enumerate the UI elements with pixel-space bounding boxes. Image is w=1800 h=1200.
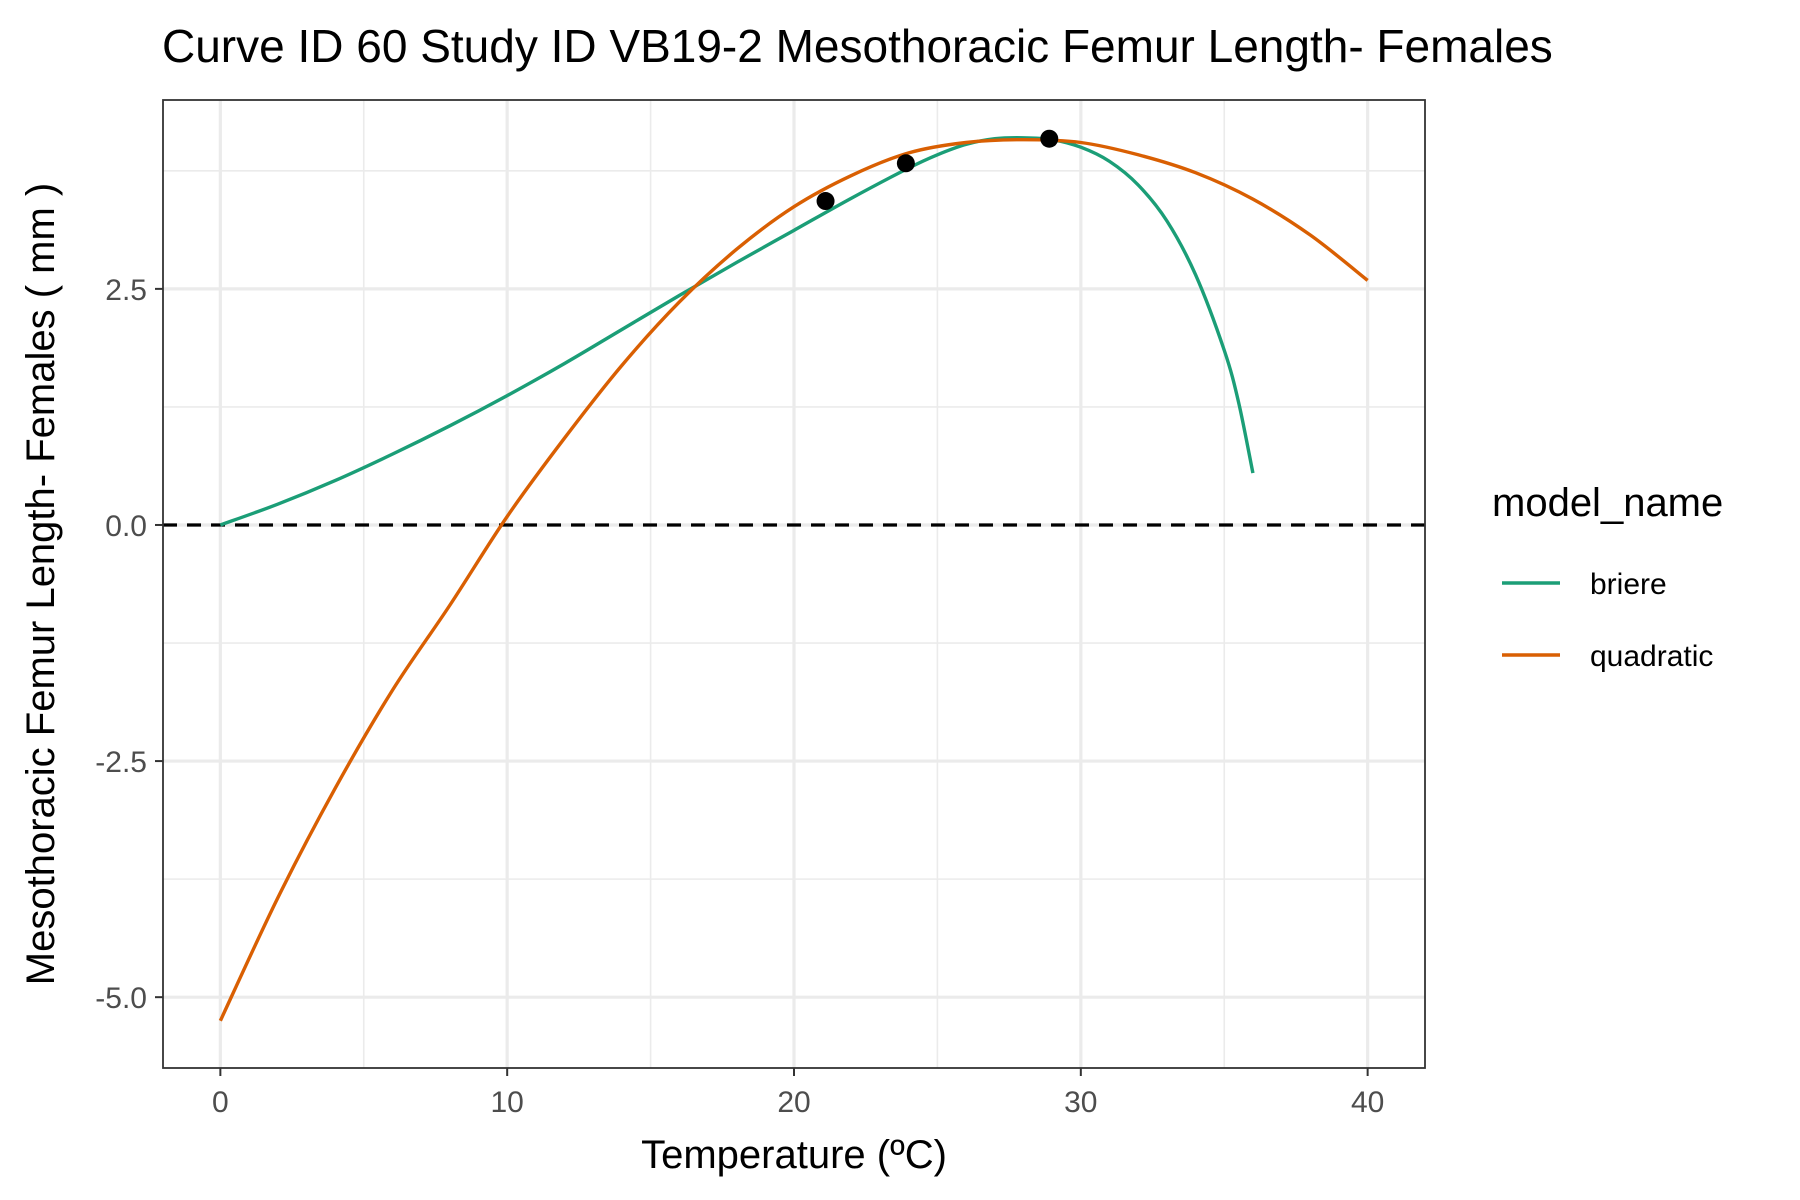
major-gridlines — [163, 100, 1425, 1068]
x-tick-label: 0 — [212, 1086, 229, 1119]
legend-label-briere: briere — [1590, 568, 1667, 601]
data-points — [816, 129, 1059, 211]
data-point — [816, 192, 835, 211]
y-tick-label: 0.0 — [105, 510, 147, 543]
y-tick-label: -2.5 — [95, 746, 147, 779]
y-axis-title: Mesothoracic Femur Length- Females ( mm … — [19, 183, 63, 985]
y-tick-label: -5.0 — [95, 982, 147, 1015]
x-tick-label: 30 — [1064, 1086, 1097, 1119]
x-tick-label: 40 — [1351, 1086, 1384, 1119]
series-line-quadratic — [218, 137, 1369, 1022]
legend-label-quadratic: quadratic — [1590, 640, 1713, 673]
x-axis-ticks: 0 10 20 30 40 — [212, 1068, 1384, 1119]
legend-title: model_name — [1492, 481, 1723, 525]
y-axis-ticks: -5.0 -2.5 0.0 2.5 — [95, 274, 163, 1015]
data-point — [1040, 129, 1059, 148]
x-axis-title: Temperature (ºC) — [641, 1133, 947, 1177]
data-point — [896, 154, 915, 173]
legend-items: briere quadratic — [1502, 568, 1713, 673]
x-tick-label: 10 — [490, 1086, 523, 1119]
x-tick-label: 20 — [777, 1086, 810, 1119]
chart-title: Curve ID 60 Study ID VB19-2 Mesothoracic… — [162, 20, 1553, 72]
legend: model_name briere quadratic — [1492, 481, 1723, 673]
y-tick-label: 2.5 — [105, 274, 147, 307]
